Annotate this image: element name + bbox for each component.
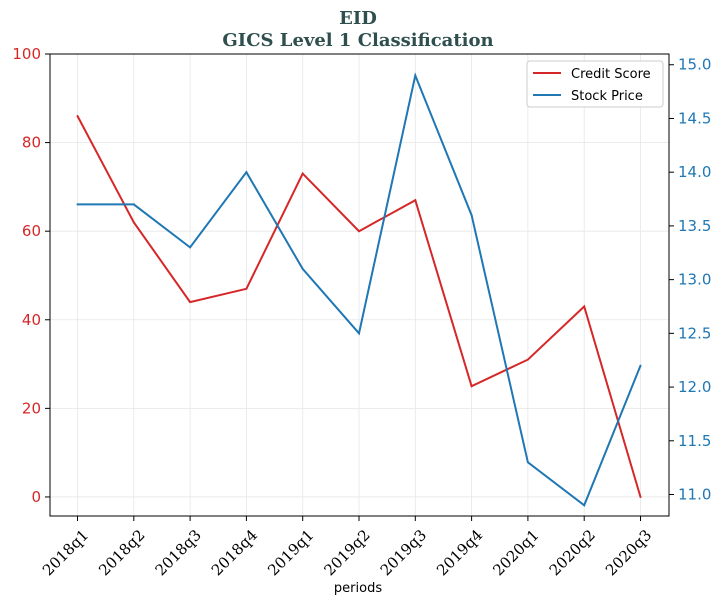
legend: Credit Score Stock Price (526, 60, 664, 108)
data-point-stock-price (470, 214, 473, 217)
data-point-stock-price (76, 203, 79, 206)
x-tick-label: 2020q3 (602, 526, 655, 579)
x-tick-label: 2019q1 (264, 526, 317, 579)
x-tick-label: 2020q2 (546, 526, 599, 579)
x-tick-label: 2018q4 (208, 526, 261, 579)
data-point-credit-score (301, 172, 304, 175)
data-point-credit-score (358, 230, 360, 233)
x-tick-label: 2019q4 (433, 526, 486, 579)
left-tick-label: 20 (22, 399, 41, 417)
right-tick-label: 12.0 (678, 378, 711, 396)
left-tick-label: 0 (31, 488, 41, 506)
x-tick-label: 2018q1 (39, 526, 92, 579)
legend-label-credit-score: Credit Score (571, 67, 651, 82)
data-point-credit-score (414, 199, 417, 202)
series-layer (76, 72, 642, 507)
data-point-stock-price (245, 171, 248, 174)
right-tick-label: 13.5 (678, 217, 711, 235)
right-tick-label: 14.5 (678, 109, 711, 127)
left-tick-label: 60 (22, 222, 41, 240)
grid (50, 53, 669, 516)
chart-subtitle: GICS Level 1 Classification (222, 30, 493, 51)
data-point-credit-score (526, 358, 529, 361)
data-point-stock-price (132, 203, 135, 206)
left-tick-label: 100 (12, 45, 41, 63)
data-point-stock-price (639, 364, 642, 367)
data-point-credit-score (189, 301, 192, 304)
x-tick-label: 2018q3 (152, 526, 205, 579)
x-tick-label: 2019q2 (320, 526, 373, 579)
x-tick-label: 2020q1 (489, 526, 542, 579)
data-point-credit-score (583, 305, 586, 308)
data-point-stock-price (414, 74, 417, 77)
plot-frame (49, 53, 670, 517)
data-point-stock-price (301, 267, 304, 270)
right-tick-label: 11.0 (678, 486, 711, 504)
data-point-credit-score (245, 287, 248, 290)
right-tick-label: 14.0 (678, 163, 711, 181)
data-point-credit-score (639, 495, 642, 498)
x-axis-label: periods (334, 581, 382, 596)
left-tick-label: 80 (22, 134, 41, 152)
data-point-stock-price (358, 332, 360, 335)
left-tick-label: 40 (22, 311, 41, 329)
legend-label-stock-price: Stock Price (571, 89, 643, 104)
data-point-credit-score (132, 221, 135, 224)
x-tick-label: 2019q3 (377, 526, 430, 579)
data-point-credit-score (470, 385, 473, 388)
chart-title: EID (339, 8, 377, 29)
x-tick-label: 2018q2 (95, 526, 148, 579)
data-point-stock-price (189, 246, 192, 249)
right-tick-label: 12.5 (678, 324, 711, 342)
data-point-stock-price (583, 504, 586, 507)
axes: 2018q1 2018q2 2018q3 2018q4 2019q1 2019q2 2019… (12, 45, 711, 579)
right-tick-label: 15.0 (678, 56, 711, 74)
right-tick-label: 11.5 (678, 432, 711, 450)
data-point-credit-score (76, 115, 79, 118)
right-tick-label: 13.0 (678, 271, 711, 289)
data-point-stock-price (526, 461, 529, 464)
